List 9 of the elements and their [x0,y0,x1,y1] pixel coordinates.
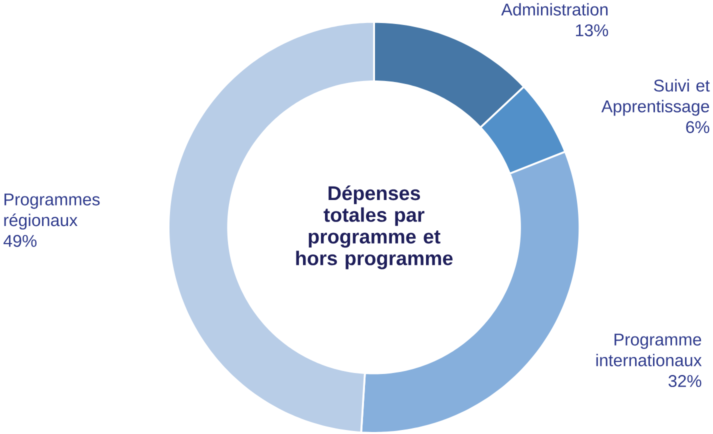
data-label: 49% [4,234,37,248]
data-label: 32% [668,375,702,388]
text: Dépenses totales par programme et hors programme [296,186,453,270]
slice-label: Suivi et Apprentissage [601,79,710,116]
slice-label: Administration [501,3,608,16]
slice-label: Programmes régionaux [4,194,100,230]
slice-label: Programme internationaux [596,334,702,366]
data-label: 6% [686,121,710,134]
data-label: 13% [576,24,608,36]
